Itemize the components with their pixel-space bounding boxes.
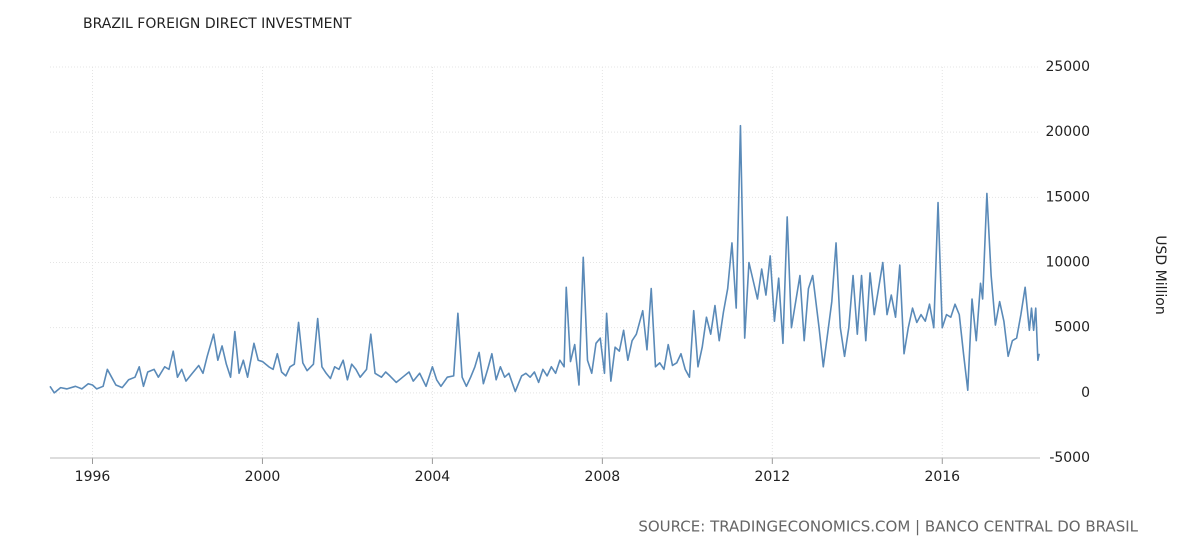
y-tick-label: -5000: [1049, 450, 1090, 466]
y-tick-label: 20000: [1045, 124, 1090, 140]
x-tick-label: 1996: [75, 469, 111, 485]
y-tick-label: 10000: [1045, 255, 1090, 271]
y-tick-label: 5000: [1054, 320, 1090, 336]
y-tick-label: 25000: [1045, 59, 1090, 75]
x-tick-label: 2004: [415, 469, 451, 485]
line-series: [49, 124, 1040, 394]
x-tick-label: 2012: [754, 469, 790, 485]
chart-title: BRAZIL FOREIGN DIRECT INVESTMENT: [83, 16, 352, 32]
x-tick-label: 2008: [585, 469, 621, 485]
y-tick-label: 0: [1081, 385, 1090, 401]
y-tick-label: 15000: [1045, 189, 1090, 205]
source: SOURCE: TRADINGECONOMICS.COM | BANCO CEN…: [638, 518, 1138, 536]
x-tick-label: 2000: [245, 469, 281, 485]
x-tick-label: 2016: [924, 469, 960, 485]
y-axis-label: USD Million: [1152, 235, 1168, 314]
